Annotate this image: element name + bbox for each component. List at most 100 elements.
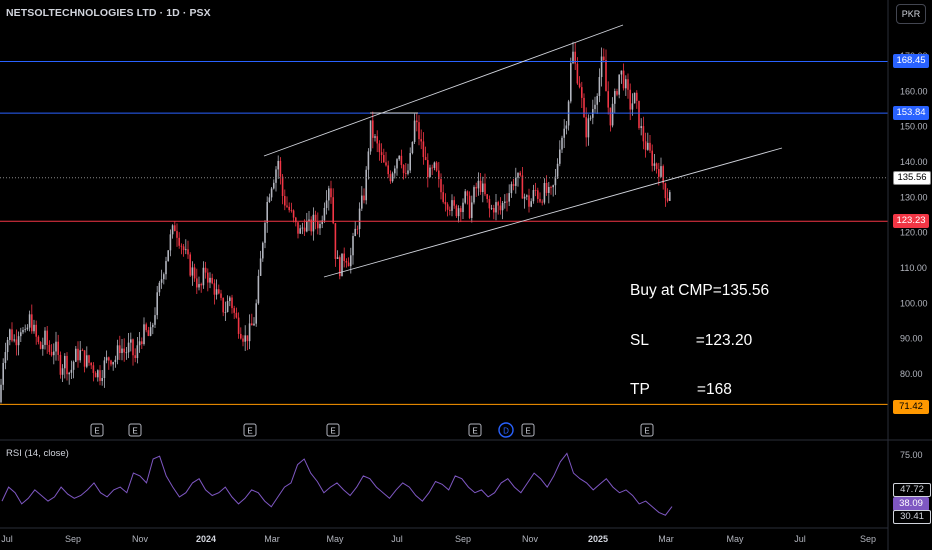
- candle-body: [108, 357, 110, 361]
- candle-body: [187, 249, 189, 255]
- candle-body: [323, 207, 326, 221]
- candle-body: [565, 125, 568, 129]
- earnings-marker: [521, 423, 535, 437]
- note-line-buy: Buy at CMP=135.56: [630, 282, 770, 299]
- candle-body: [631, 103, 634, 110]
- earnings-marker: [640, 423, 654, 437]
- currency-button[interactable]: PKR: [896, 4, 926, 24]
- candle-body: [554, 176, 557, 186]
- candle-body: [543, 182, 546, 203]
- candle-body: [559, 149, 561, 164]
- candle-body: [53, 351, 55, 356]
- candle-body: [237, 317, 240, 334]
- candle-body: [409, 153, 411, 171]
- candle-body: [196, 278, 198, 288]
- candle-body: [312, 214, 315, 232]
- candle-body: [339, 257, 341, 277]
- candle-body: [363, 195, 365, 201]
- candle-body: [594, 104, 596, 110]
- candle-body: [189, 254, 191, 276]
- candle-body: [666, 198, 669, 201]
- candle-body: [246, 335, 249, 342]
- candle-body: [57, 341, 59, 355]
- candle-body: [207, 272, 209, 283]
- candle-body: [603, 56, 605, 61]
- candle-body: [321, 220, 323, 225]
- candle-body: [585, 117, 587, 138]
- candle-body: [433, 162, 436, 168]
- candle-body: [581, 87, 583, 98]
- candle-body: [475, 187, 477, 189]
- candle-body: [0, 384, 2, 403]
- candle-body: [20, 332, 22, 337]
- candle-body: [218, 289, 220, 294]
- candle-body: [99, 370, 101, 381]
- candle-body: [332, 197, 334, 224]
- candle-body: [125, 352, 128, 354]
- candle-body: [598, 77, 601, 97]
- candle-body: [484, 183, 486, 195]
- candle-body: [570, 63, 572, 102]
- price-label-168: 168.45: [893, 54, 929, 68]
- y-tick-label: 80.00: [900, 369, 923, 379]
- candle-body: [334, 223, 337, 259]
- candle-body: [284, 196, 286, 206]
- candle-body: [638, 100, 640, 129]
- candle-body: [620, 70, 623, 75]
- candle-body: [253, 323, 255, 326]
- candle-body: [295, 217, 297, 223]
- candle-body: [611, 103, 614, 126]
- candle-body: [394, 168, 396, 174]
- candle-body: [292, 210, 295, 218]
- candle-body: [457, 208, 460, 217]
- candle-body: [541, 201, 543, 203]
- candle-body: [39, 342, 42, 349]
- candle-body: [169, 234, 172, 251]
- candle-body: [405, 173, 407, 174]
- candle-body: [464, 191, 466, 203]
- candle-body: [130, 339, 132, 343]
- candle-body: [407, 170, 409, 174]
- rsi-line: [1, 452, 673, 516]
- candle-body: [495, 202, 497, 213]
- candle-body: [642, 126, 645, 142]
- candle-body: [647, 142, 649, 150]
- candle-body: [308, 219, 310, 222]
- candle-body: [279, 160, 282, 177]
- candle-body: [455, 205, 458, 217]
- earnings-marker: [243, 423, 257, 437]
- y-tick-label: 130.00: [900, 192, 928, 202]
- candle-body: [152, 324, 154, 328]
- candle-body: [444, 201, 447, 205]
- price-label-123: 123.23: [893, 214, 929, 228]
- x-tick-label: Jul: [391, 534, 403, 544]
- rsi-title: RSI (14, close): [6, 448, 69, 459]
- candle-body: [438, 170, 440, 180]
- note-line-tp: TP =168: [630, 381, 732, 398]
- candle-body: [596, 96, 598, 105]
- candle-body: [64, 355, 66, 369]
- candle-body: [147, 330, 150, 336]
- event-marker-label: E: [330, 427, 335, 436]
- candle-body: [156, 292, 158, 316]
- candle-body: [231, 297, 233, 309]
- candle-body: [530, 201, 532, 207]
- candle-body: [341, 253, 343, 277]
- candle-body: [422, 141, 425, 158]
- candle-body: [17, 336, 20, 346]
- candle-body: [37, 336, 40, 343]
- candle-body: [383, 155, 385, 163]
- candle-body: [42, 344, 44, 349]
- candle-body: [240, 333, 242, 339]
- candlestick-series: [0, 41, 671, 404]
- rsi-label-lower: 30.41: [893, 510, 931, 524]
- candle-body: [103, 360, 106, 379]
- candle-body: [211, 277, 213, 284]
- candle-body: [605, 60, 607, 92]
- candle-body: [400, 155, 403, 165]
- candle-body: [380, 152, 383, 156]
- trend-channel: [263, 24, 783, 278]
- candle-body: [398, 155, 400, 160]
- candle-body: [356, 228, 359, 230]
